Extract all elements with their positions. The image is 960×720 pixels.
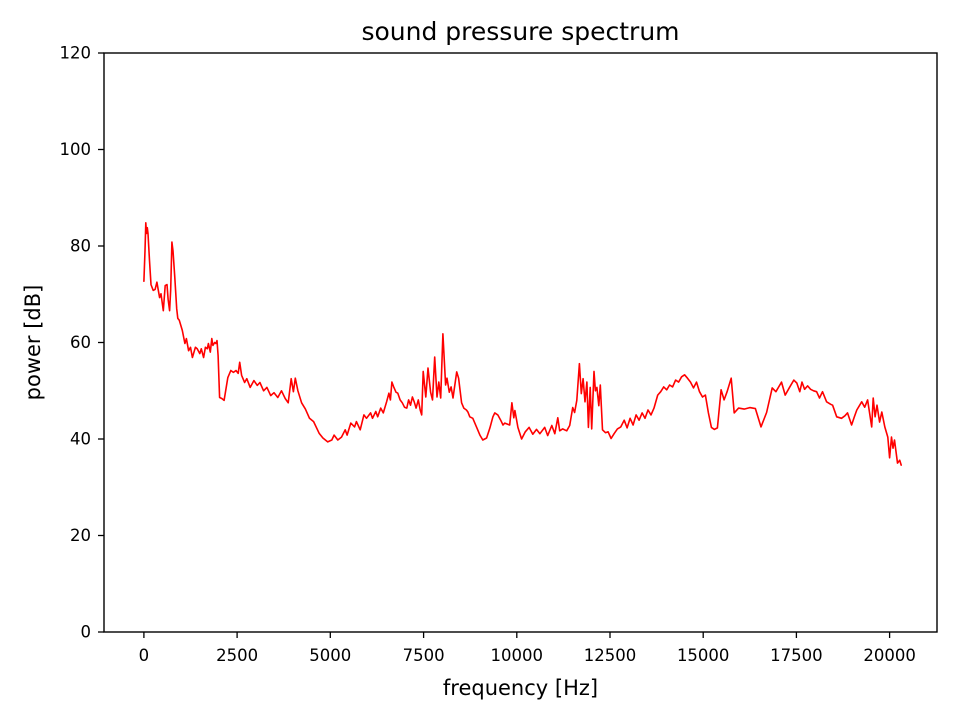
x-tick-label: 5000 — [309, 646, 351, 665]
y-tick-label: 40 — [70, 430, 91, 449]
y-axis-label: power [dB] — [21, 285, 45, 401]
y-axis-ticks: 0 20 40 60 80 100 120 — [60, 44, 104, 642]
y-tick-label: 100 — [60, 140, 92, 159]
y-tick-label: 20 — [70, 526, 91, 545]
plot-area — [104, 53, 937, 632]
x-tick-label: 10000 — [491, 646, 544, 665]
x-axis-label: frequency [Hz] — [443, 676, 598, 700]
y-tick-label: 80 — [70, 237, 91, 256]
x-tick-label: 0 — [139, 646, 150, 665]
chart-title: sound pressure spectrum — [361, 17, 679, 46]
y-tick-label: 120 — [60, 44, 92, 63]
x-axis-ticks: 0 2500 5000 7500 10000 12500 15000 17500 20000 — [139, 632, 916, 665]
axes-frame — [103, 52, 938, 633]
x-tick-label: 2500 — [216, 646, 258, 665]
y-tick-label: 0 — [81, 623, 92, 642]
x-tick-label: 12500 — [584, 646, 637, 665]
x-tick-label: 20000 — [863, 646, 916, 665]
y-tick-label: 60 — [70, 333, 91, 352]
x-tick-label: 7500 — [403, 646, 445, 665]
spectrum-line — [143, 222, 903, 466]
x-tick-label: 15000 — [677, 646, 730, 665]
x-tick-label: 17500 — [770, 646, 823, 665]
